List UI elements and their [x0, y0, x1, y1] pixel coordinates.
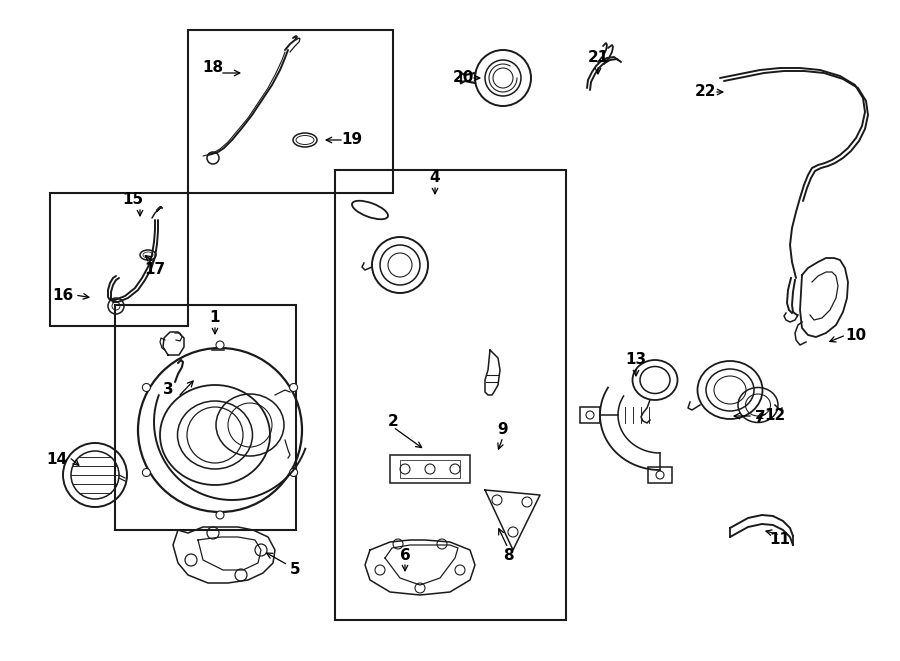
- Circle shape: [142, 383, 150, 391]
- Bar: [390, 455, 470, 483]
- Bar: [50, 193, 188, 326]
- Bar: [188, 30, 393, 193]
- Circle shape: [290, 469, 298, 477]
- Text: 2: 2: [388, 414, 399, 428]
- Bar: [580, 407, 600, 423]
- Bar: [115, 305, 296, 530]
- Text: 21: 21: [588, 50, 608, 65]
- Text: 12: 12: [764, 407, 786, 422]
- Text: 15: 15: [122, 192, 144, 208]
- Text: 20: 20: [453, 71, 473, 85]
- Bar: [648, 467, 672, 483]
- Text: 14: 14: [47, 453, 68, 467]
- Circle shape: [216, 511, 224, 519]
- Text: 13: 13: [626, 352, 646, 368]
- Text: 22: 22: [695, 85, 716, 100]
- Bar: [400, 460, 460, 478]
- Circle shape: [216, 341, 224, 349]
- Text: 19: 19: [341, 132, 363, 147]
- Text: 8: 8: [503, 547, 513, 563]
- Text: 17: 17: [144, 262, 166, 278]
- Circle shape: [290, 383, 298, 391]
- Text: 18: 18: [202, 59, 223, 75]
- Text: 11: 11: [770, 533, 790, 547]
- Text: 3: 3: [163, 383, 174, 397]
- Circle shape: [142, 469, 150, 477]
- Bar: [335, 170, 566, 620]
- Text: 10: 10: [845, 327, 867, 342]
- Text: 6: 6: [400, 547, 410, 563]
- Text: 7: 7: [755, 410, 765, 426]
- Text: 1: 1: [210, 309, 220, 325]
- Text: 16: 16: [52, 288, 74, 303]
- Text: 9: 9: [498, 422, 508, 438]
- Text: 5: 5: [290, 563, 301, 578]
- Text: 4: 4: [429, 171, 440, 186]
